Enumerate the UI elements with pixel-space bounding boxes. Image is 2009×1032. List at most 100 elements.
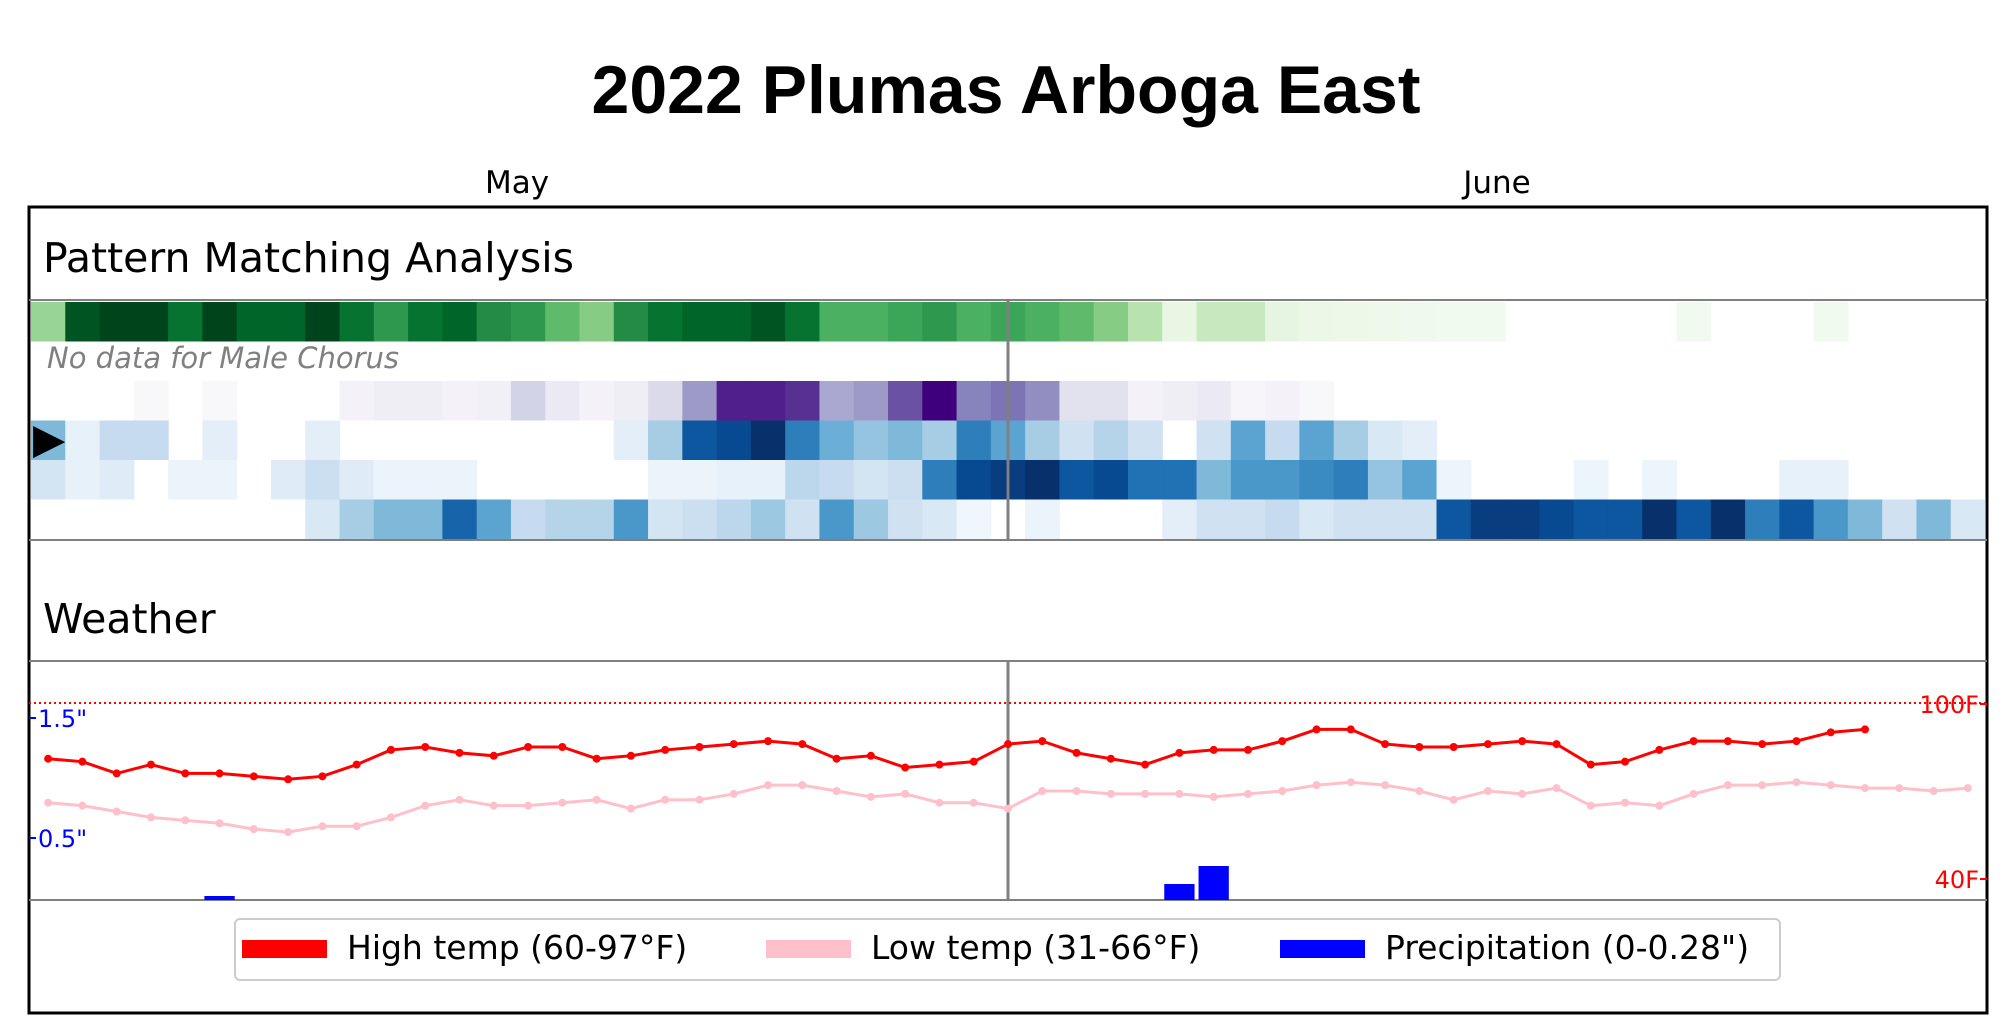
heatmap-cell [956, 302, 992, 342]
legend-swatch-low-temp [766, 940, 851, 958]
heatmap-cell [1745, 499, 1780, 539]
heatmap-cell [1676, 499, 1712, 539]
heatmap-cell [305, 460, 341, 500]
low-temp-point [866, 792, 875, 801]
legend-label-high-temp: High temp (60-97°F) [347, 928, 687, 967]
high-temp-point [729, 740, 738, 749]
heatmap-cell [408, 460, 443, 500]
low-temp-point [1861, 784, 1870, 793]
low-temp-point [1929, 787, 1938, 795]
heatmap-cell [1436, 499, 1472, 539]
heatmap-cell [648, 420, 683, 460]
heatmap-cell [1025, 499, 1061, 539]
low-temp-point [1072, 787, 1081, 795]
heatmap-cell [1093, 381, 1129, 421]
chart-title: 2022 Plumas Arboga East [592, 52, 1421, 128]
low-temp-point [1449, 795, 1458, 804]
heatmap-cell [510, 302, 546, 342]
heatmap-cell [1230, 381, 1266, 421]
heatmap-cell [922, 499, 958, 539]
pattern-panel-title: Pattern Matching Analysis [43, 234, 574, 282]
heatmap-cell [408, 302, 443, 342]
high-temp-point [935, 760, 944, 769]
low-temp-point [78, 801, 87, 810]
heatmap-cell [648, 499, 683, 539]
high-temp-point [592, 754, 601, 763]
heatmap-cell [1196, 499, 1232, 539]
heatmap-cell [133, 302, 169, 342]
heatmap-cell [442, 302, 478, 342]
heatmap-cell [1505, 499, 1540, 539]
heatmap-cell [545, 499, 581, 539]
heatmap-cell [956, 420, 992, 460]
low-temp-point [1895, 784, 1904, 793]
heatmap-cell [65, 460, 101, 500]
low-temp-point [318, 822, 327, 831]
heatmap-cell [1230, 420, 1266, 460]
heatmap-cell [1162, 499, 1198, 539]
heatmap-cell [1025, 420, 1061, 460]
low-temp-point [1723, 781, 1732, 790]
heatmap-cell [373, 302, 409, 342]
heatmap-cell [888, 302, 923, 342]
high-temp-point [1106, 754, 1115, 763]
low-temp-point [592, 795, 601, 804]
heatmap-cell [99, 460, 135, 500]
heatmap-cell [99, 302, 135, 342]
low-temp-point [695, 795, 704, 804]
heatmap-cell [1436, 460, 1472, 500]
heatmap-cell [682, 302, 718, 342]
low-temp-point [455, 795, 464, 804]
low-temp-point [832, 787, 841, 795]
heatmap-cell [888, 420, 923, 460]
heatmap-cell [1333, 460, 1369, 500]
heatmap-cell [1025, 381, 1061, 421]
heatmap-cell [1436, 302, 1472, 342]
high-temp-point [524, 743, 533, 751]
heatmap-cell [1196, 302, 1232, 342]
heatmap-cell [716, 499, 752, 539]
heatmap-cell [99, 420, 135, 460]
low-temp-point [352, 822, 361, 831]
heatmap-cell [1299, 460, 1335, 500]
high-temp-point [1758, 740, 1767, 749]
legend-label-precipitation: Precipitation (0-0.28") [1385, 928, 1749, 967]
high-temp-point [866, 751, 875, 760]
heatmap-cell [1402, 499, 1438, 539]
high-temp-point [1621, 757, 1630, 766]
heatmap-cell [785, 381, 821, 421]
high-temp-point [1518, 737, 1527, 746]
heatmap-cell [202, 381, 238, 421]
high-temp-point [1792, 737, 1801, 746]
heatmap-cell [785, 420, 821, 460]
heatmap-cell [510, 499, 546, 539]
heatmap-cell [1470, 302, 1506, 342]
heatmap-cell [408, 499, 443, 539]
heatmap-cell [1813, 460, 1849, 500]
heatmap-cell [373, 460, 409, 500]
high-temp-point [215, 769, 224, 778]
heatmap-cell [1916, 499, 1952, 539]
legend: High temp (60-97°F) Low temp (31-66°F) P… [234, 918, 1781, 981]
heatmap-cell [1813, 302, 1849, 342]
heatmap-cell [1779, 499, 1815, 539]
low-temp-point [729, 789, 738, 798]
heatmap-cell [613, 381, 649, 421]
heatmap-cell [1299, 302, 1335, 342]
heatmap-cell [545, 302, 581, 342]
low-temp-point [1106, 789, 1115, 798]
heatmap-cell [1539, 499, 1575, 539]
low-temp-point [1175, 789, 1184, 798]
heatmap-cell [373, 381, 409, 421]
high-temp-point [1655, 745, 1664, 754]
heatmap-cell [716, 302, 752, 342]
month-label-may: May [485, 165, 549, 201]
heatmap-cell [270, 460, 306, 500]
high-temp-point [1415, 743, 1424, 751]
legend-label-low-temp: Low temp (31-66°F) [871, 928, 1200, 967]
heatmap-cell [613, 302, 649, 342]
heatmap-cell [613, 420, 649, 460]
high-temp-point [284, 775, 293, 784]
low-temp-point [1004, 804, 1012, 813]
high-temp-point [1038, 737, 1047, 746]
